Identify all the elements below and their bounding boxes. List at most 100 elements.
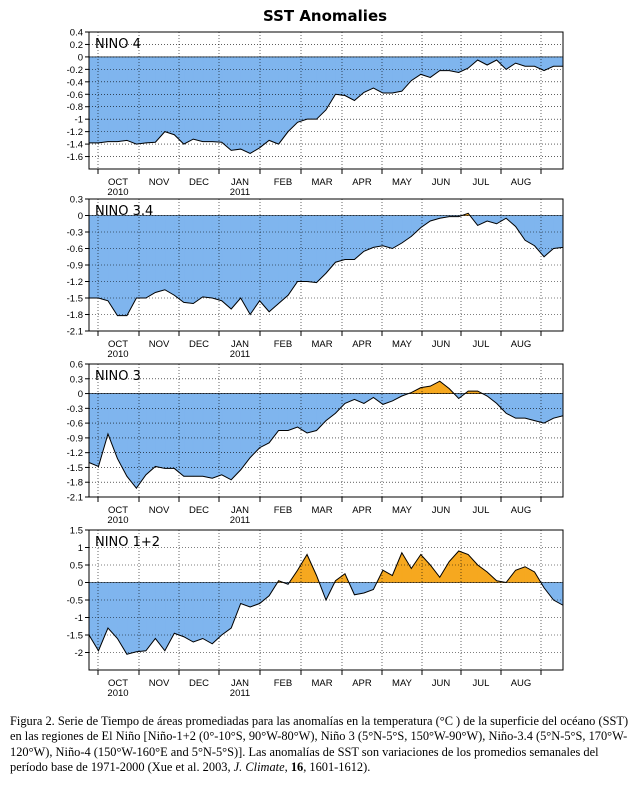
y-axis: -2.1 -1.8 -1.5 -1.2 -0.9 -0.6 -0.3 0 0.3 0.6 [67,360,89,504]
area-segment-14 [221,215,232,310]
x-month-label-9: JUL [473,339,490,350]
y-axis: -2.1 -1.8 -1.5 -1.2 -0.9 -0.6 -0.3 0 0.3 [67,195,89,338]
y-tick-label-6: -0.4 [67,77,83,88]
area-segment-12 [202,56,213,142]
y-tick-label-1: -1.8 [67,310,83,321]
x-year-label-1: 2011 [230,688,250,699]
area-segment-27 [344,56,355,101]
area-segment-10 [183,56,194,145]
x-month-label-10: AUG [511,678,532,689]
area-segment-4 [126,393,137,489]
area-segment-5 [136,393,147,490]
x-year-label-0: 2010 [107,688,128,699]
x-month-label-7: MAY [392,339,413,350]
x-month-label-8: JUN [432,177,451,188]
series-line [89,59,563,154]
figure-caption: Figura 2. Serie de Tiempo de áreas prome… [10,714,636,776]
y-tick-label-3: -1.2 [67,448,83,459]
y-tick-label-7: -0.2 [67,65,83,76]
area-segment-23 [306,56,317,120]
x-month-label-2: DEC [189,339,209,350]
x-month-label-9: JUL [473,678,490,689]
x-month-label-3: JAN [231,339,249,350]
caption-volume: 16 [290,760,304,775]
y-tick-label-4: -0.9 [67,433,83,444]
area-segment-30 [373,56,384,94]
area-segment-22 [297,56,308,123]
area-segment-46 [524,393,535,422]
area-segment-14 [221,393,232,481]
area-segment-15 [230,56,241,151]
caption-separator: , [284,760,291,775]
area-segment-1 [98,56,109,144]
area-segment-23 [306,215,317,283]
area-segment-19 [268,215,279,313]
y-tick-label-8: 0.3 [70,195,83,206]
x-month-label-0: OCT [108,678,128,689]
area-segment-18 [259,393,270,449]
area-segment-1 [98,215,109,302]
y-tick-label-5: -0.6 [67,90,83,101]
y-tick-label-0: -2 [75,648,83,659]
area-segment-17 [249,56,260,154]
y-tick-label-2: -1.5 [67,294,83,305]
x-month-label-5: MAR [311,505,332,516]
area-segment-39 [458,550,469,583]
panel-label: NINO 3 [95,369,141,384]
area-segment-16 [240,582,251,608]
area-segment-45 [515,393,526,419]
x-month-label-2: DEC [189,678,209,689]
area-segment-13 [211,393,223,479]
x-month-label-1: NOV [149,177,170,188]
panel-label: NINO 4 [95,37,141,52]
y-tick-label-8: 0 [78,52,83,63]
x-month-label-10: AUG [511,505,532,516]
x-month-label-3: JAN [231,177,249,188]
x-month-label-4: FEB [274,339,292,350]
y-tick-label-5: 0.5 [70,561,83,572]
area-segment-3 [117,215,128,316]
area-segment-15 [230,215,241,310]
area-segment-7 [155,393,166,469]
x-month-label-3: JAN [231,678,249,689]
area-segment-22 [297,393,308,434]
plot-frame [88,363,564,498]
panel-label: NINO 3.4 [95,204,153,219]
area-segment-5 [136,215,147,299]
area-segment-13 [211,582,223,645]
x-month-label-3: JAN [231,505,249,516]
area-segment-12 [202,582,213,645]
area-segment-18 [259,56,270,149]
y-tick-label-7: 1.5 [70,526,83,537]
x-month-label-1: NOV [149,678,170,689]
area-segment-7 [155,56,166,144]
panel-label: NINO 1+2 [95,535,160,550]
y-tick-label-1: -1.8 [67,478,83,489]
area-segment-20 [278,56,289,145]
x-month-label-5: MAR [311,177,332,188]
area-segment-32 [392,56,403,94]
area-segment-17 [249,582,260,608]
area-segment-6 [145,215,156,299]
x-month-label-2: DEC [189,177,209,188]
x-month-label-6: APR [352,678,372,689]
panel-3: -2 -1.5 -1 -0.5 0 0.5 1 1.5 OCT NOV DEC JAN FEB MAR AP… [67,526,564,699]
area-segment-4 [126,582,137,655]
series-line [88,550,564,655]
area-segment-6 [145,393,156,476]
y-tick-label-6: -0.3 [67,404,83,415]
x-axis: OCT NOV DEC JAN FEB MAR APR MAY JUN JUL AUG 2010 201… [97,670,542,699]
x-month-label-9: JUL [473,505,490,516]
y-tick-label-4: 0 [78,578,83,589]
area-segment-14 [221,56,232,151]
y-tick-label-10: 0.4 [70,28,83,39]
y-tick-label-4: -0.8 [67,102,83,113]
y-tick-label-0: -1.6 [67,152,83,163]
panel-0: -1.6-1.4 -1.2-1 -0.8-0.6 -0.4-0.2 00.20.4 OCT… [67,28,564,198]
area-segment-0 [89,393,99,467]
area-segment-49 [553,393,563,419]
plot-frame [88,31,564,170]
x-month-label-8: JUN [432,505,451,516]
area-segment-12 [202,393,213,479]
area-segment-38 [448,56,460,73]
